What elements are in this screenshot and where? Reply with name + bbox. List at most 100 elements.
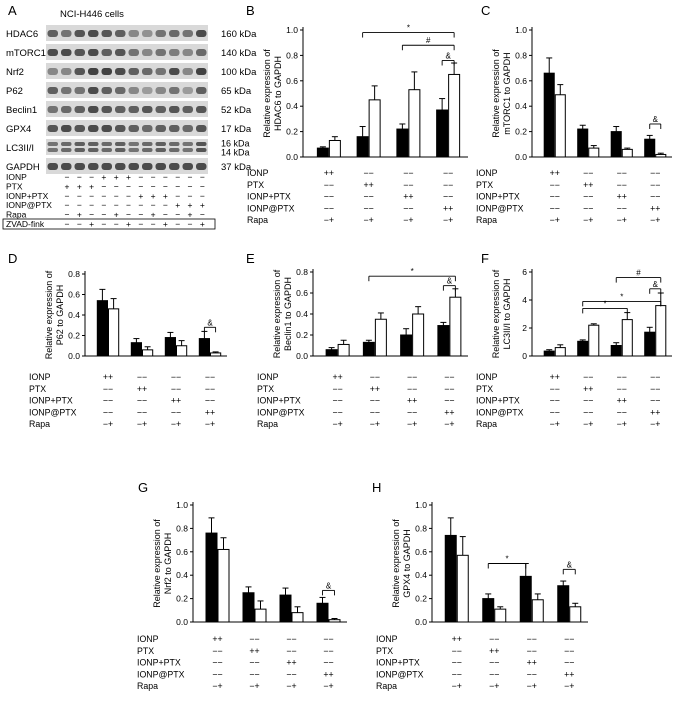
blot-band bbox=[155, 163, 166, 170]
group-row-sign: −− bbox=[583, 192, 593, 202]
bar bbox=[644, 138, 656, 158]
group-row-sign: −− bbox=[363, 168, 373, 178]
y-axis-label: LC3II/I to GAPDH bbox=[502, 278, 512, 349]
western-blot: HDAC6 160 kDa mTORC1 140 kDa Nrf2 100 kDa P62 6… bbox=[2, 25, 257, 230]
y-tick-label: 0.0 bbox=[515, 152, 527, 162]
group-row-label: IONP@PTX bbox=[137, 669, 185, 679]
y-tick-label: 0.4 bbox=[415, 570, 427, 580]
significance-mark: & bbox=[447, 277, 453, 286]
group-row-sign: ++ bbox=[363, 180, 373, 190]
blot-title: NCI-H446 cells bbox=[60, 9, 124, 20]
group-row-label: IONP@PTX bbox=[376, 669, 424, 679]
group-row-sign: −+ bbox=[564, 681, 574, 691]
group-row-label: IONP bbox=[476, 168, 498, 178]
blot-condition-sign: − bbox=[77, 191, 82, 201]
group-row-sign: −− bbox=[103, 407, 113, 417]
group-row-sign: −− bbox=[323, 658, 333, 668]
y-tick-label: 1.0 bbox=[515, 25, 527, 35]
blot-condition-sign: + bbox=[77, 210, 82, 220]
blot-condition-sign: + bbox=[163, 191, 168, 201]
group-row-sign: −− bbox=[403, 168, 413, 178]
group-row-label: IONP bbox=[257, 372, 279, 382]
blot-condition-sign: + bbox=[126, 172, 131, 182]
bar bbox=[328, 139, 341, 158]
blot-condition-sign: + bbox=[101, 172, 106, 182]
group-row-sign: −− bbox=[205, 372, 215, 382]
group-row-sign: ++ bbox=[332, 372, 342, 382]
blot-band bbox=[47, 87, 58, 94]
bar bbox=[436, 109, 449, 158]
blot-condition-sign: − bbox=[65, 219, 70, 229]
y-tick-label: 0.0 bbox=[415, 617, 427, 627]
blot-condition-sign: − bbox=[151, 200, 156, 210]
blot-band bbox=[196, 68, 207, 75]
blot-protein-label: HDAC6 bbox=[6, 29, 38, 40]
blot-band bbox=[61, 49, 72, 56]
bar bbox=[108, 308, 120, 357]
blot-band bbox=[74, 163, 85, 170]
blot-band bbox=[155, 148, 166, 152]
blot-band bbox=[47, 125, 58, 132]
blot-condition-sign: + bbox=[138, 191, 143, 201]
bar-panel-g: G Relative expression of Nrf2 to GAPDH 0.0 0… bbox=[137, 480, 347, 691]
blot-band bbox=[61, 148, 72, 152]
blot-band bbox=[115, 142, 126, 146]
blot-band bbox=[128, 125, 139, 132]
bar bbox=[482, 598, 495, 623]
y-tick-label: 4 bbox=[522, 295, 527, 305]
blot-protein-label: GAPDH bbox=[6, 162, 40, 173]
blot-strip bbox=[46, 158, 208, 174]
group-row-sign: −+ bbox=[583, 419, 593, 429]
blot-band bbox=[101, 106, 112, 113]
blot-strip bbox=[46, 82, 208, 98]
blot-band bbox=[128, 68, 139, 75]
group-row-sign: −+ bbox=[323, 681, 333, 691]
blot-condition-sign: + bbox=[175, 200, 180, 210]
panel-letter-a: A bbox=[8, 3, 17, 18]
blot-kda-label: 17 kDa bbox=[221, 124, 252, 135]
blot-condition-sign: − bbox=[163, 172, 168, 182]
significance-bracket: & bbox=[649, 115, 662, 129]
blot-condition-sign: − bbox=[77, 219, 82, 229]
blot-kda-label: 100 kDa bbox=[221, 67, 257, 78]
blot-condition-sign: − bbox=[126, 200, 131, 210]
blot-band bbox=[169, 163, 180, 170]
blot-protein-label: LC3II/I bbox=[6, 143, 34, 154]
y-tick-label: 6 bbox=[522, 267, 527, 277]
group-row-sign: −− bbox=[452, 669, 462, 679]
blot-band bbox=[101, 87, 112, 94]
group-row-sign: −− bbox=[564, 646, 574, 656]
y-axis-label: mTORC1 to GAPDH bbox=[502, 52, 512, 134]
group-row-sign: −− bbox=[444, 384, 454, 394]
group-row-sign: −− bbox=[489, 669, 499, 679]
y-axis-label: Relative expression of bbox=[44, 270, 54, 359]
blot-band bbox=[182, 106, 193, 113]
group-row-sign: −− bbox=[403, 203, 413, 213]
blot-band bbox=[61, 30, 72, 37]
blot-band bbox=[169, 125, 180, 132]
panel-letter: C bbox=[481, 3, 490, 18]
group-row-sign: −− bbox=[489, 658, 499, 668]
blot-condition-sign: − bbox=[77, 172, 82, 182]
bar bbox=[374, 318, 387, 357]
significance-mark: * bbox=[620, 292, 623, 301]
bar bbox=[412, 313, 425, 357]
blot-kda-label: 160 kDa bbox=[221, 29, 257, 40]
blot-band bbox=[182, 87, 193, 94]
bar bbox=[328, 619, 341, 623]
blot-condition-sign: − bbox=[188, 172, 193, 182]
group-row-sign: ++ bbox=[617, 192, 627, 202]
group-row-sign: ++ bbox=[443, 203, 453, 213]
panel-letter: D bbox=[8, 251, 17, 266]
group-row-sign: −− bbox=[617, 203, 627, 213]
blot-band bbox=[182, 68, 193, 75]
bar bbox=[644, 331, 656, 357]
group-row-sign: −− bbox=[212, 658, 222, 668]
group-row-sign: −− bbox=[617, 372, 627, 382]
group-row-sign: −− bbox=[564, 658, 574, 668]
group-row-sign: ++ bbox=[324, 168, 334, 178]
group-row-sign: ++ bbox=[407, 396, 417, 406]
